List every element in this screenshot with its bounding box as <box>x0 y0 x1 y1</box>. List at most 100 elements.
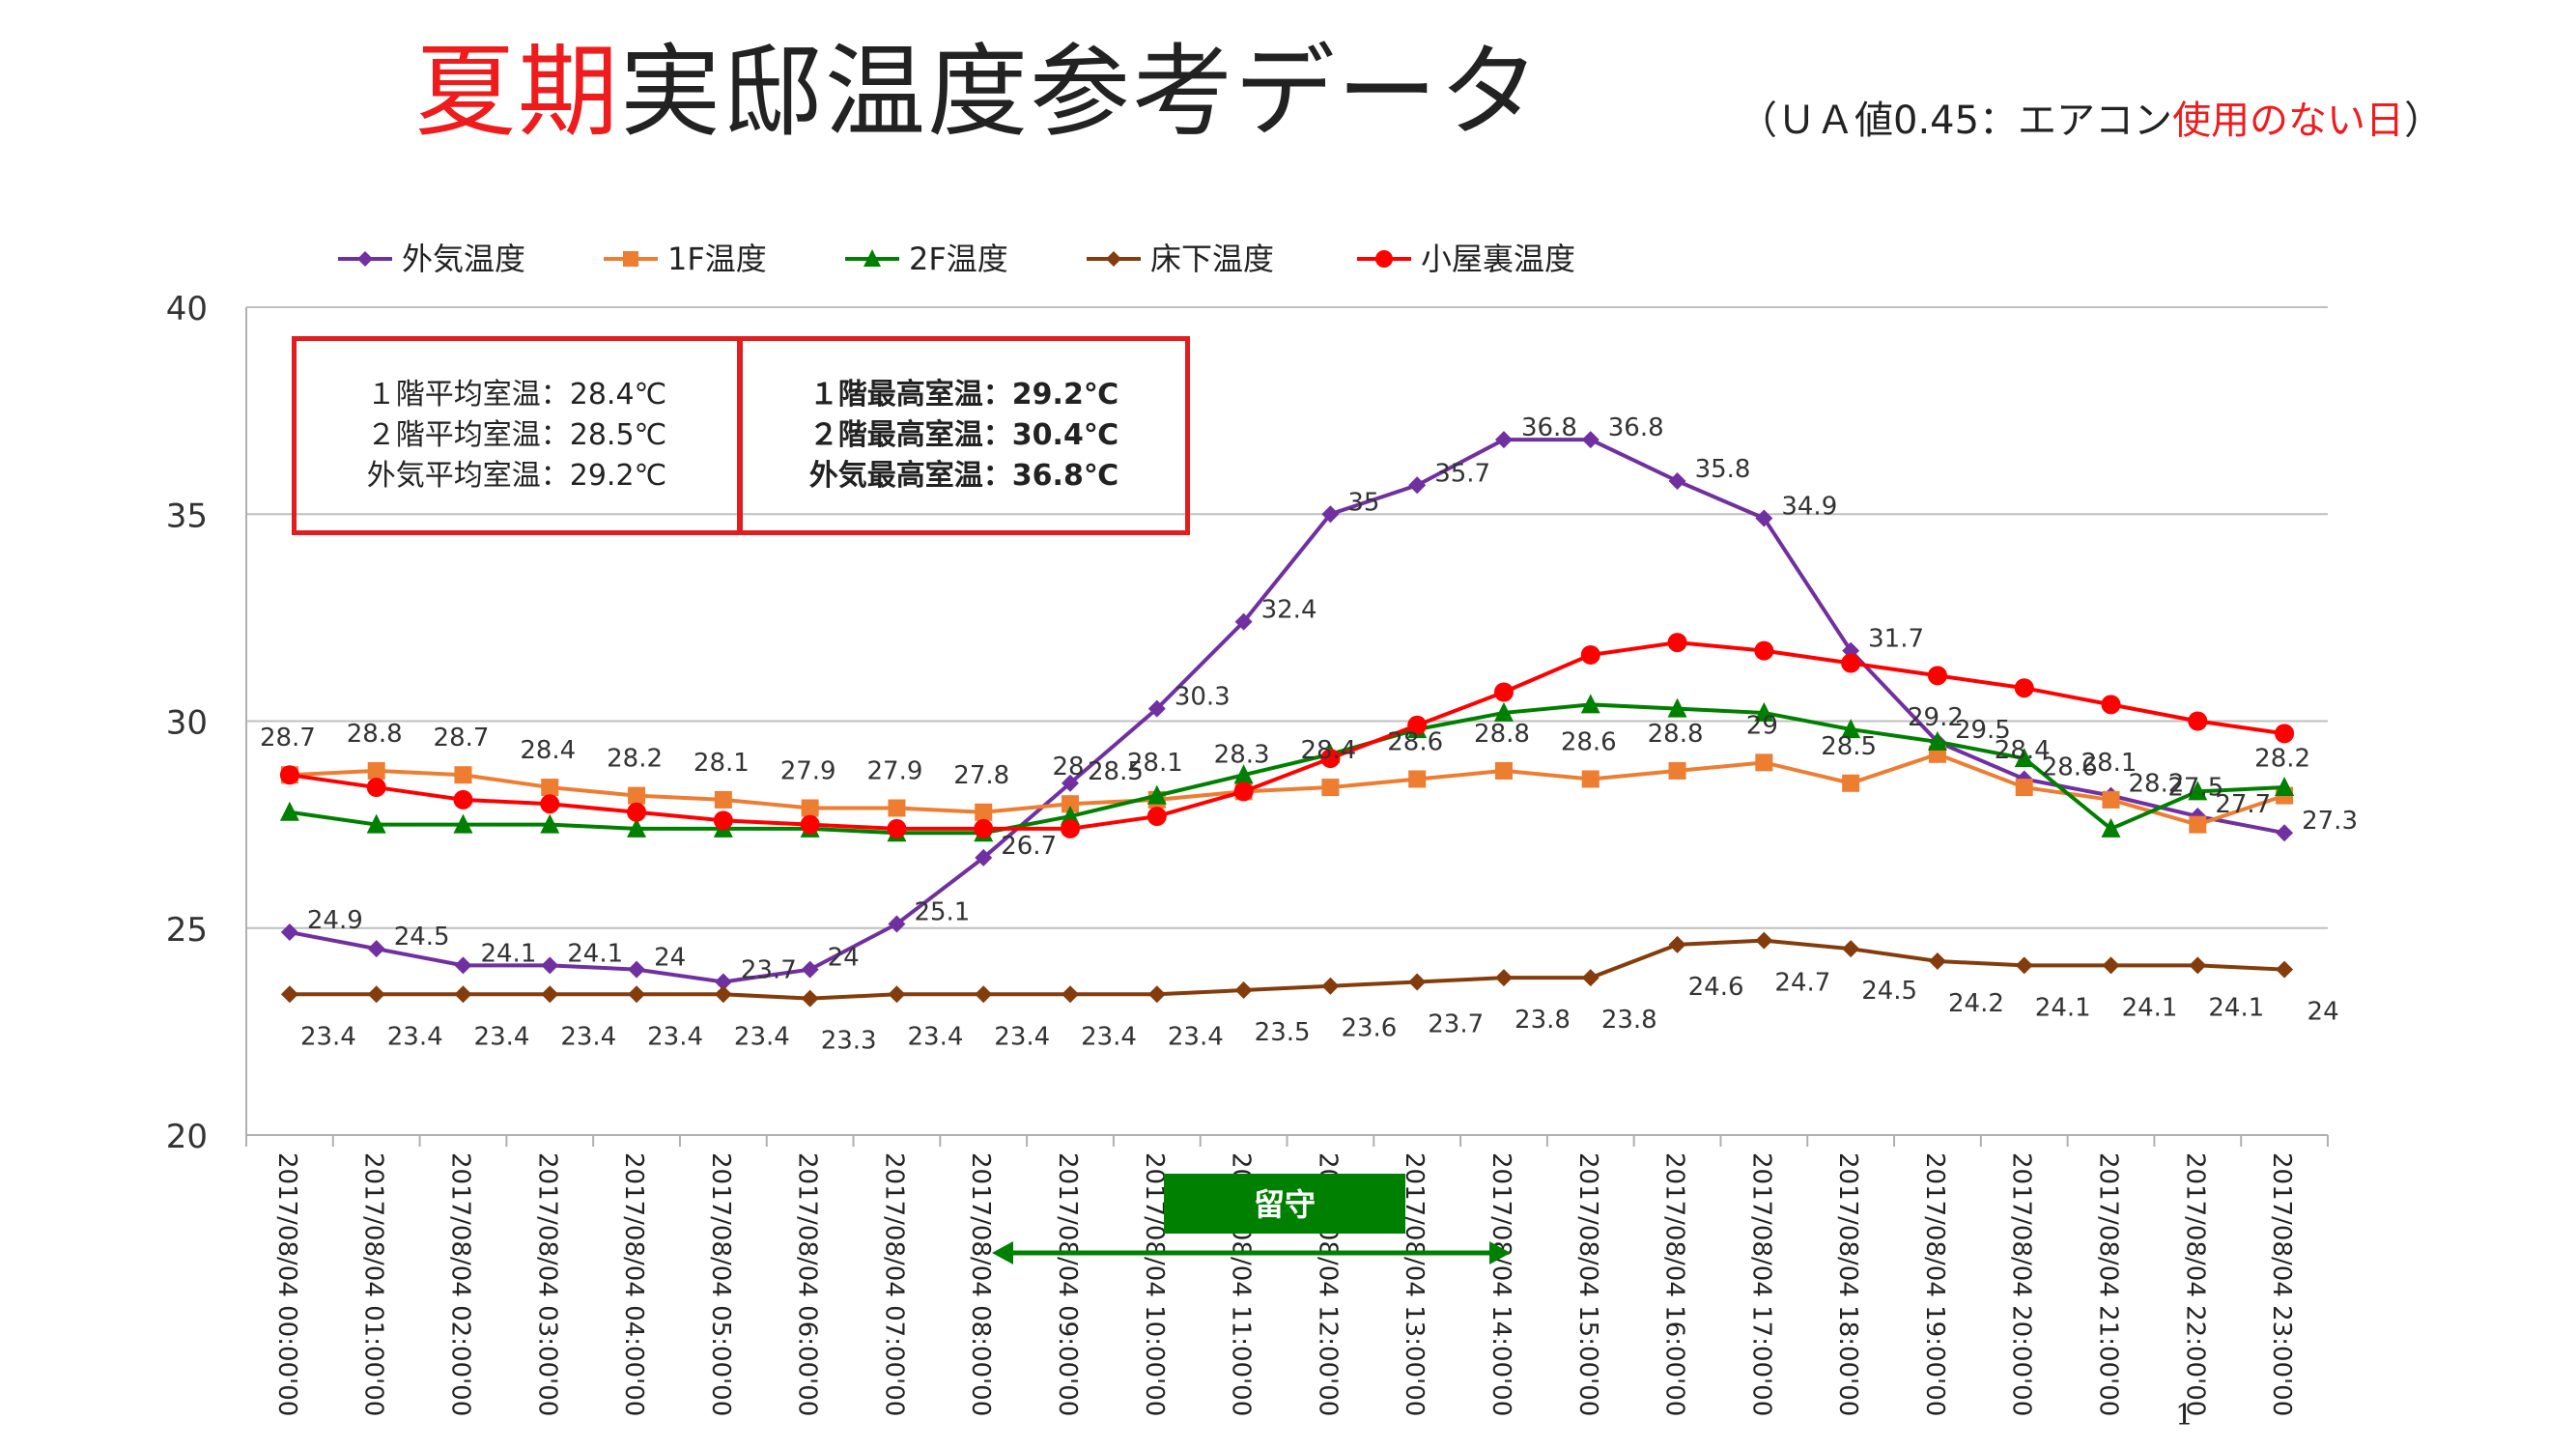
data-label-f1: 27.9 <box>866 756 922 785</box>
x-tick-label: 2017/08/04 21:00'00 <box>2094 1152 2123 1416</box>
data-point-f1 <box>2102 790 2120 809</box>
x-tick-label: 2017/08/04 10:00'00 <box>1140 1152 1169 1416</box>
subtitle-prefix: （ＵＡ値0.45：エアコン <box>1739 99 2173 143</box>
data-label-underfloor: 24.2 <box>1948 989 2004 1018</box>
x-tick-label: 2017/08/04 00:00'00 <box>272 1152 301 1416</box>
data-label-underfloor: 24.1 <box>2035 993 2091 1022</box>
data-point-attic <box>540 794 560 814</box>
data-label-underfloor: 23.4 <box>647 1022 703 1051</box>
away-arrow-left-head <box>992 1241 1013 1264</box>
data-point-outdoor <box>1494 431 1513 449</box>
data-point-f1 <box>1062 795 1080 813</box>
data-point-attic <box>453 789 473 810</box>
x-tick-label: 2017/08/04 01:00'00 <box>359 1152 388 1416</box>
data-point-underfloor <box>1668 935 1686 953</box>
data-point-outdoor <box>454 956 472 975</box>
legend-label-f1: 1F温度 <box>667 241 767 277</box>
data-label-outdoor: 35 <box>1347 488 1379 517</box>
data-point-attic <box>1667 633 1687 653</box>
subtitle-suffix: ） <box>2404 99 2444 143</box>
data-point-underfloor <box>628 985 646 1004</box>
data-point-underfloor <box>1928 952 1946 971</box>
data-point-underfloor <box>1755 931 1773 950</box>
avg-2f-text: ２階平均室温：28.5℃ <box>366 418 667 452</box>
data-point-attic <box>2275 724 2295 744</box>
data-label-f1: 28.5 <box>1821 732 1877 761</box>
away-banner <box>1164 1174 1405 1234</box>
x-tick-label: 2017/08/04 20:00'00 <box>2007 1152 2036 1416</box>
data-point-f1 <box>888 799 906 817</box>
max-1f-text: １階最高室温：29.2℃ <box>808 378 1119 412</box>
away-label: 留守 <box>1254 1186 1316 1223</box>
data-label-underfloor: 23.5 <box>1255 1018 1311 1047</box>
data-label-underfloor: 23.6 <box>1341 1014 1397 1043</box>
data-label-underfloor: 23.3 <box>821 1027 877 1056</box>
data-point-underfloor <box>714 985 732 1004</box>
data-label-underfloor: 23.4 <box>994 1022 1050 1051</box>
x-tick-label: 2017/08/04 15:00'00 <box>1573 1152 1602 1416</box>
data-label-underfloor: 24.6 <box>1688 973 1744 1002</box>
data-point-underfloor <box>280 985 298 1004</box>
data-label-f1: 28.3 <box>1214 740 1270 769</box>
data-label-f1: 28.8 <box>1648 720 1704 749</box>
data-label-underfloor: 24 <box>2307 998 2339 1027</box>
data-point-f2 <box>1580 694 1600 714</box>
data-label-outdoor: 32.4 <box>1261 596 1317 625</box>
data-point-attic <box>1927 666 1947 686</box>
data-point-underfloor <box>1581 969 1599 987</box>
max-temperature-box: １階最高室温：29.2℃ ２階最高室温：30.4℃ 外気最高室温：36.8℃ <box>738 336 1190 535</box>
max-outdoor-text: 外気最高室温：36.8℃ <box>808 459 1119 493</box>
data-label-underfloor: 23.4 <box>1168 1022 1224 1051</box>
data-point-outdoor <box>2276 824 2294 842</box>
data-label-outdoor: 24 <box>654 944 686 973</box>
data-label-underfloor: 24.7 <box>1774 969 1830 998</box>
x-tick-label: 2017/08/04 16:00'00 <box>1660 1152 1689 1416</box>
data-point-f1 <box>1494 761 1513 780</box>
data-label-outdoor: 34.9 <box>1781 493 1837 522</box>
data-point-underfloor <box>367 985 385 1004</box>
x-tick-label: 2017/08/04 02:00'00 <box>445 1152 474 1416</box>
y-tick-label: 35 <box>166 497 208 535</box>
legend-marker-underfloor <box>1106 251 1121 267</box>
data-point-f2 <box>1146 784 1167 805</box>
data-point-outdoor <box>1581 431 1599 449</box>
data-point-f1 <box>367 761 385 780</box>
legend-marker-f2 <box>863 249 881 267</box>
data-label-f1: 28.8 <box>347 720 403 749</box>
data-label-f1: 28.2 <box>2254 745 2310 774</box>
data-point-f2 <box>1841 719 1861 739</box>
data-point-f2 <box>2014 748 2034 768</box>
data-point-f1 <box>1581 770 1599 788</box>
data-label-outdoor: 36.8 <box>1608 413 1664 442</box>
data-point-f2 <box>453 813 473 834</box>
data-point-underfloor <box>454 985 472 1004</box>
data-point-f2 <box>627 817 647 838</box>
data-label-f1: 28.4 <box>520 736 576 765</box>
data-label-f1: 28.6 <box>1561 727 1617 756</box>
data-point-outdoor <box>801 960 819 979</box>
data-point-underfloor <box>1408 973 1427 991</box>
data-point-f2 <box>1667 697 1687 718</box>
x-tick-label: 2017/08/04 08:00'00 <box>966 1152 995 1416</box>
data-label-f1: 29.2 <box>1908 703 1964 732</box>
data-point-attic <box>1754 640 1774 661</box>
data-label-outdoor: 24.1 <box>567 939 623 968</box>
series-line-underfloor <box>289 938 2285 1001</box>
data-point-f1 <box>2015 779 2033 797</box>
data-label-underfloor: 23.8 <box>1514 1006 1571 1035</box>
data-label-f1: 27.9 <box>780 756 836 785</box>
data-label-outdoor: 28.5 <box>1088 757 1144 786</box>
data-point-f1 <box>1842 774 1860 792</box>
data-label-underfloor: 23.4 <box>560 1022 616 1051</box>
data-point-outdoor <box>1062 774 1080 792</box>
data-label-outdoor: 28.2 <box>2129 770 2185 799</box>
data-label-underfloor: 23.7 <box>1428 1009 1484 1038</box>
data-point-f1 <box>801 799 819 817</box>
x-tick-label: 2017/08/04 18:00'00 <box>1833 1152 1862 1416</box>
x-tick-label: 2017/08/04 06:00'00 <box>793 1152 822 1416</box>
data-point-underfloor <box>1494 969 1513 987</box>
data-label-outdoor: 31.7 <box>1868 625 1924 654</box>
data-point-outdoor <box>280 923 298 942</box>
data-point-outdoor <box>888 915 906 933</box>
data-label-outdoor: 29.5 <box>1955 716 2011 745</box>
